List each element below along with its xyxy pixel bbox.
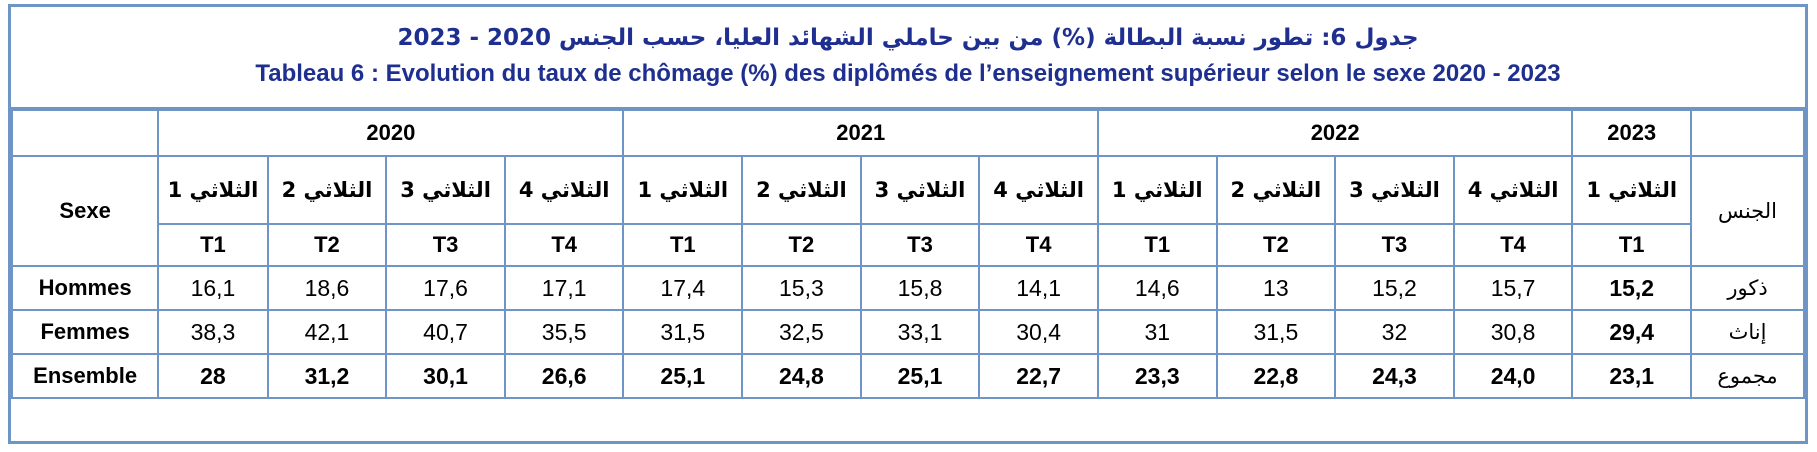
year-header: 2020 <box>157 109 625 157</box>
value-cell: 40,7 <box>385 309 506 355</box>
quarter-fr-row: T1 T2 T3 T4 T1 T2 T3 T4 T1 T2 T3 T4 T1 <box>12 223 1804 267</box>
quarter-header-ar: الثلاثي 2 <box>741 155 862 225</box>
value-cell: 33,1 <box>859 309 981 355</box>
value-cell: 29,4 <box>1571 309 1692 355</box>
quarter-header-fr: T4 <box>978 223 1099 267</box>
table-row: Femmes 38,3 42,1 40,7 35,5 31,5 32,5 33,1 30,4 31… <box>10 309 1805 355</box>
value-cell: 26,6 <box>503 353 625 399</box>
value-cell: 38,3 <box>157 309 269 355</box>
year-header: 2023 <box>1571 109 1692 157</box>
sexe-header: Sexe <box>10 155 160 267</box>
year-header: 2022 <box>1096 109 1574 157</box>
value-cell: 23,3 <box>1096 353 1218 399</box>
value-cell: 22,8 <box>1215 353 1337 399</box>
quarter-header-fr: T3 <box>385 223 506 267</box>
value-cell: 24,3 <box>1334 353 1455 399</box>
value-cell: 35,5 <box>503 309 625 355</box>
title-arabic: جدول 6: تطور نسبة البطالة (%) من بين حام… <box>397 25 1419 51</box>
quarter-header-ar: الثلاثي 1 <box>1571 155 1692 225</box>
quarter-header-fr: T3 <box>1334 223 1455 267</box>
quarter-header-fr: T1 <box>1096 223 1218 267</box>
value-cell: 15,2 <box>1571 265 1692 311</box>
value-cell: 31 <box>1096 309 1218 355</box>
quarter-header-ar: الثلاثي 1 <box>622 155 744 225</box>
quarter-header-ar: الثلاثي 4 <box>503 155 625 225</box>
value-cell: 22,7 <box>978 353 1099 399</box>
value-cell: 17,4 <box>622 265 744 311</box>
value-cell: 31,5 <box>1215 309 1337 355</box>
quarter-header-ar: الثلاثي 2 <box>1215 155 1337 225</box>
quarter-header-ar: الثلاثي 2 <box>266 155 388 225</box>
value-cell: 15,7 <box>1452 265 1574 311</box>
value-cell: 32 <box>1334 309 1455 355</box>
row-label-ar: ذكور <box>1690 265 1805 311</box>
table-row: Hommes 16,1 18,6 17,6 17,1 17,4 15,3 15,8 14,1 14… <box>10 265 1805 311</box>
quarter-header-ar: الثلاثي 4 <box>978 155 1099 225</box>
quarter-header-ar: الثلاثي 3 <box>385 155 506 225</box>
quarter-header-fr: T2 <box>1215 223 1337 267</box>
quarter-header-fr: T2 <box>741 223 862 267</box>
value-cell: 15,2 <box>1334 265 1455 311</box>
row-label-fr: Hommes <box>10 265 160 311</box>
value-cell: 15,3 <box>741 265 862 311</box>
quarter-header-fr: T3 <box>859 223 981 267</box>
value-cell: 17,6 <box>385 265 506 311</box>
quarter-header-ar: الثلاثي 3 <box>859 155 981 225</box>
year-header-row: 2020 2021 2022 2023 <box>10 109 1805 157</box>
table-frame: جدول 6: تطور نسبة البطالة (%) من بين حام… <box>8 4 1808 444</box>
value-cell: 31,2 <box>266 353 388 399</box>
quarter-header-fr: T4 <box>503 223 625 267</box>
value-cell: 14,1 <box>978 265 1099 311</box>
value-cell: 31,5 <box>622 309 744 355</box>
quarter-header-ar: الثلاثي 4 <box>1452 155 1574 225</box>
value-cell: 30,4 <box>978 309 1099 355</box>
quarter-header-fr: T1 <box>1571 223 1692 267</box>
value-cell: 23,1 <box>1571 353 1692 399</box>
value-cell: 28 <box>157 353 269 399</box>
quarter-header-fr: T1 <box>157 223 269 267</box>
quarter-header-ar: الثلاثي 3 <box>1334 155 1455 225</box>
empty-corner-cell <box>10 109 160 157</box>
unemployment-table: 2020 2021 2022 2023 Sexe الثلاثي 1 الثلاثي 2 ال… <box>10 109 1805 399</box>
table-row: Ensemble 28 31,2 30,1 26,6 25,1 24,8 25,1 22,7 23… <box>10 353 1805 399</box>
quarter-header-ar: الثلاثي 1 <box>1096 155 1218 225</box>
value-cell: 25,1 <box>859 353 981 399</box>
value-cell: 14,6 <box>1096 265 1218 311</box>
value-cell: 24,8 <box>741 353 862 399</box>
value-cell: 13 <box>1215 265 1337 311</box>
quarter-header-fr: T1 <box>622 223 744 267</box>
empty-corner-cell <box>1690 109 1805 157</box>
value-cell: 42,1 <box>266 309 388 355</box>
value-cell: 25,1 <box>622 353 744 399</box>
quarter-ar-row: Sexe الثلاثي 1 الثلاثي 2 الثلاثي 3 الثلاثي 4… <box>10 155 1805 267</box>
year-header: 2021 <box>622 109 1099 157</box>
row-label-fr: Femmes <box>10 309 160 355</box>
value-cell: 32,5 <box>741 309 862 355</box>
value-cell: 30,1 <box>385 353 506 399</box>
value-cell: 15,8 <box>859 265 981 311</box>
row-label-ar: مجموع <box>1690 353 1805 399</box>
value-cell: 18,6 <box>266 265 388 311</box>
quarter-header-fr: T2 <box>266 223 388 267</box>
table-title: جدول 6: تطور نسبة البطالة (%) من بين حام… <box>11 7 1805 109</box>
jins-header: الجنس <box>1690 155 1805 267</box>
value-cell: 17,1 <box>503 265 625 311</box>
value-cell: 30,8 <box>1452 309 1574 355</box>
value-cell: 16,1 <box>157 265 269 311</box>
row-label-fr: Ensemble <box>10 353 160 399</box>
quarter-header-ar: الثلاثي 1 <box>157 155 269 225</box>
row-label-ar: إناث <box>1690 309 1805 355</box>
value-cell: 24,0 <box>1452 353 1574 399</box>
quarter-header-fr: T4 <box>1452 223 1574 267</box>
title-french: Tableau 6 : Evolution du taux de chômage… <box>255 60 1561 87</box>
